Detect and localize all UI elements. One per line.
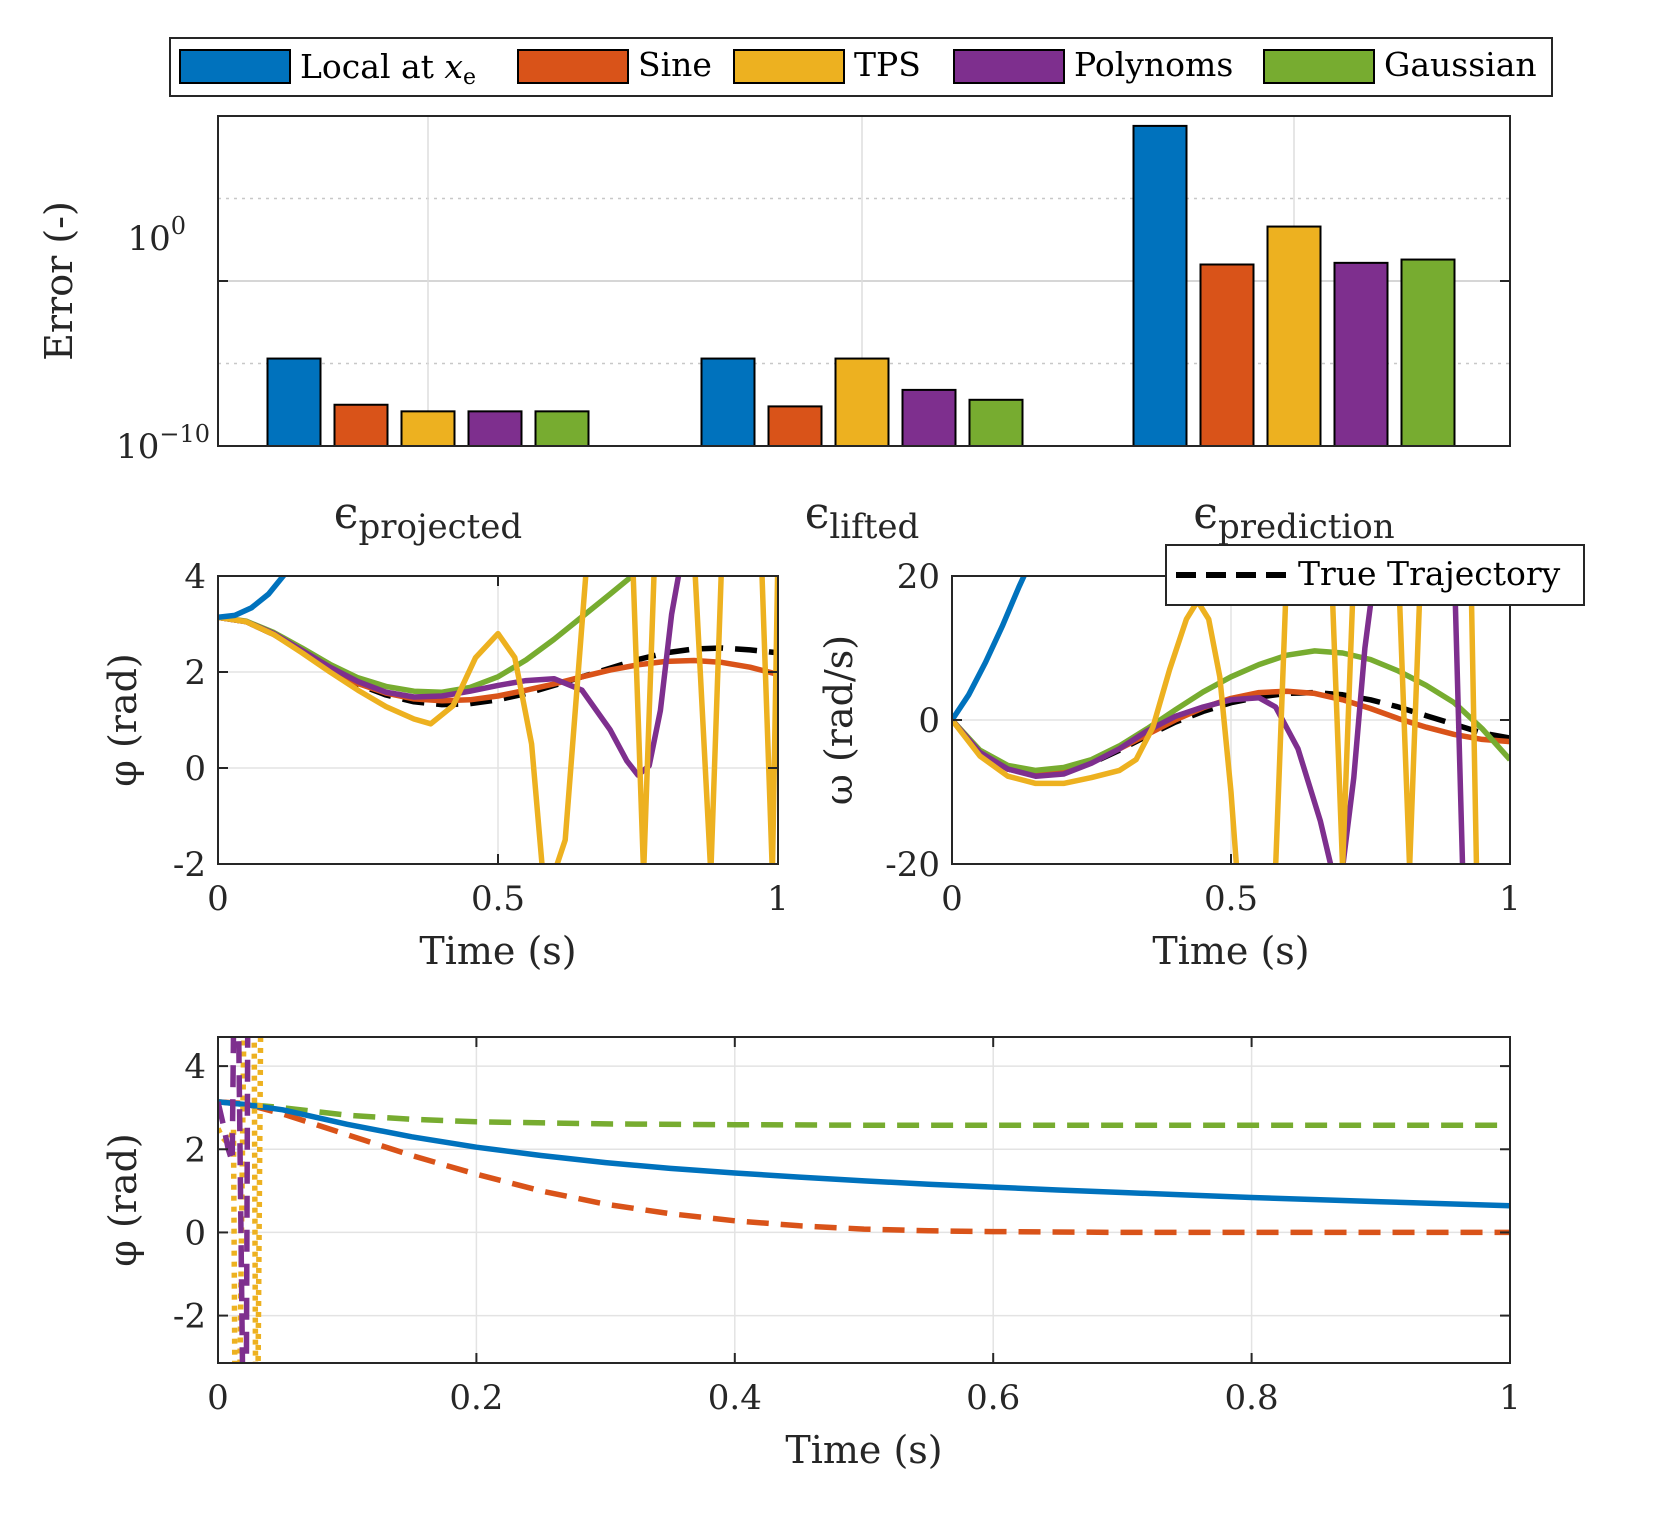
phi-xtick-label: 1 (767, 879, 789, 919)
legend-swatch-tps (733, 49, 845, 84)
phi-line-local-at-x-e (218, 576, 287, 621)
omega-xtick-label: 0 (941, 879, 963, 919)
phi-xtick-label: 0 (207, 879, 229, 919)
bar-local-at-x-e-1 (700, 357, 756, 447)
omega-line-local-at-x-e (952, 576, 1028, 722)
phi-ytick-label: -2 (173, 845, 206, 885)
bar-gaussian-0 (534, 410, 590, 448)
bar-chart-bars (266, 124, 1456, 448)
omega-ytick-label: -20 (885, 845, 940, 885)
bar-polynoms-0 (467, 410, 523, 448)
omega-line-tps (952, 576, 1480, 864)
bar-local-at-x-e-2 (1132, 124, 1188, 448)
bar-polynoms-2 (1333, 261, 1389, 447)
bar-chart-ylabel: Error (-) (37, 201, 81, 361)
phi_long-line-sine (218, 1099, 1510, 1236)
phi_long-ytick-label: 2 (184, 1130, 206, 1170)
phi_long-line-gaussian (218, 1099, 1510, 1128)
ytick-label-10e0: 100 (127, 212, 186, 259)
phi_long-xtick-label: 0 (207, 1378, 229, 1418)
legend-label-polynoms: Polynoms (1074, 45, 1233, 84)
bar-gaussian-2 (1400, 258, 1456, 447)
bar-polynoms-1 (901, 388, 957, 447)
phi_long-line-local-at-x-e (218, 1099, 1510, 1209)
bar-gaussian-1 (968, 398, 1024, 447)
bar-tps-1 (834, 357, 890, 447)
bar-tps-0 (400, 410, 456, 448)
phi_long-xtick-label: 0.8 (1225, 1378, 1279, 1418)
phi-ytick-label: 2 (184, 653, 206, 693)
phi-xtick-label: 0.5 (471, 879, 525, 919)
phi_long-ytick-label: -2 (173, 1297, 206, 1337)
phi-xlabel: Time (s) (419, 929, 576, 973)
omega-xtick-label: 1 (1499, 879, 1521, 919)
ytick-label-10e-10: 10−10 (116, 420, 210, 467)
category-label-lifted: ϵlifted (805, 488, 920, 547)
legend-label-tps: TPS (854, 45, 921, 84)
phi_long-series (218, 1037, 1510, 1363)
bar-sine-0 (333, 403, 389, 447)
phi_long-xtick-label: 0.4 (708, 1378, 762, 1418)
phi_long-xlabel: Time (s) (785, 1428, 942, 1472)
phi_long-xtick-label: 0.6 (966, 1378, 1020, 1418)
phi_long-xtick-label: 1 (1499, 1378, 1521, 1418)
omega-legend-box (1165, 544, 1585, 606)
omega-ytick-label: 0 (918, 701, 940, 741)
phi-ytick-label: 4 (184, 557, 206, 597)
bar-local-at-x-e-0 (266, 357, 322, 447)
omega-xlabel: Time (s) (1152, 929, 1309, 973)
legend-label-gaussian: Gaussian (1384, 45, 1537, 84)
bar-tps-2 (1266, 225, 1322, 447)
phi_long-ytick-label: 0 (184, 1213, 206, 1253)
phi_long-xtick-label: 0.2 (449, 1378, 503, 1418)
category-label-prediction: ϵprediction (1193, 488, 1394, 547)
phi-ytick-label: 0 (184, 749, 206, 789)
phi-long-chart: 0 0.2 0.4 0.6 0.8 1 -2 0 2 4 Time (s) φ (rad) (101, 1036, 1521, 1472)
omega-series (952, 576, 1510, 864)
legend-swatch-polynoms (953, 49, 1065, 84)
omega-line-polynoms (952, 576, 1466, 864)
phi-series (218, 576, 778, 864)
bar-sine-2 (1199, 263, 1255, 447)
omega-xtick-label: 0.5 (1204, 879, 1258, 919)
phi_long-line-polynoms (218, 1037, 251, 1363)
phi_long-ytick-label: 4 (184, 1047, 206, 1087)
omega-legend-label: True Trajectory (1298, 554, 1561, 593)
bar-chart: 100 10−10 Error (-) ϵprojected ϵlifted ϵ… (37, 115, 1511, 547)
category-label-projected: ϵprojected (334, 488, 522, 547)
legend-swatch-sine (517, 49, 629, 84)
phi_long-frame (217, 1036, 1511, 1364)
legend-swatch-local (179, 49, 291, 84)
legend-label-local: Local at xe (300, 47, 476, 90)
phi_long-ylabel: φ (rad) (101, 1133, 145, 1266)
bar-chart-frame (217, 115, 1511, 447)
phi-line-tps (218, 576, 778, 864)
phi-ylabel: φ (rad) (101, 653, 145, 786)
omega-legend: True Trajectory (1165, 544, 1585, 606)
omega-ylabel: ω (rad/s) (817, 635, 861, 805)
omega-ytick-label: 20 (897, 557, 940, 597)
bar-sine-1 (767, 405, 823, 447)
legend: Local at xe Sine TPS Polynoms Gaussian (169, 37, 1553, 97)
legend-swatch-gaussian (1263, 49, 1375, 84)
legend-label-sine: Sine (638, 45, 712, 84)
